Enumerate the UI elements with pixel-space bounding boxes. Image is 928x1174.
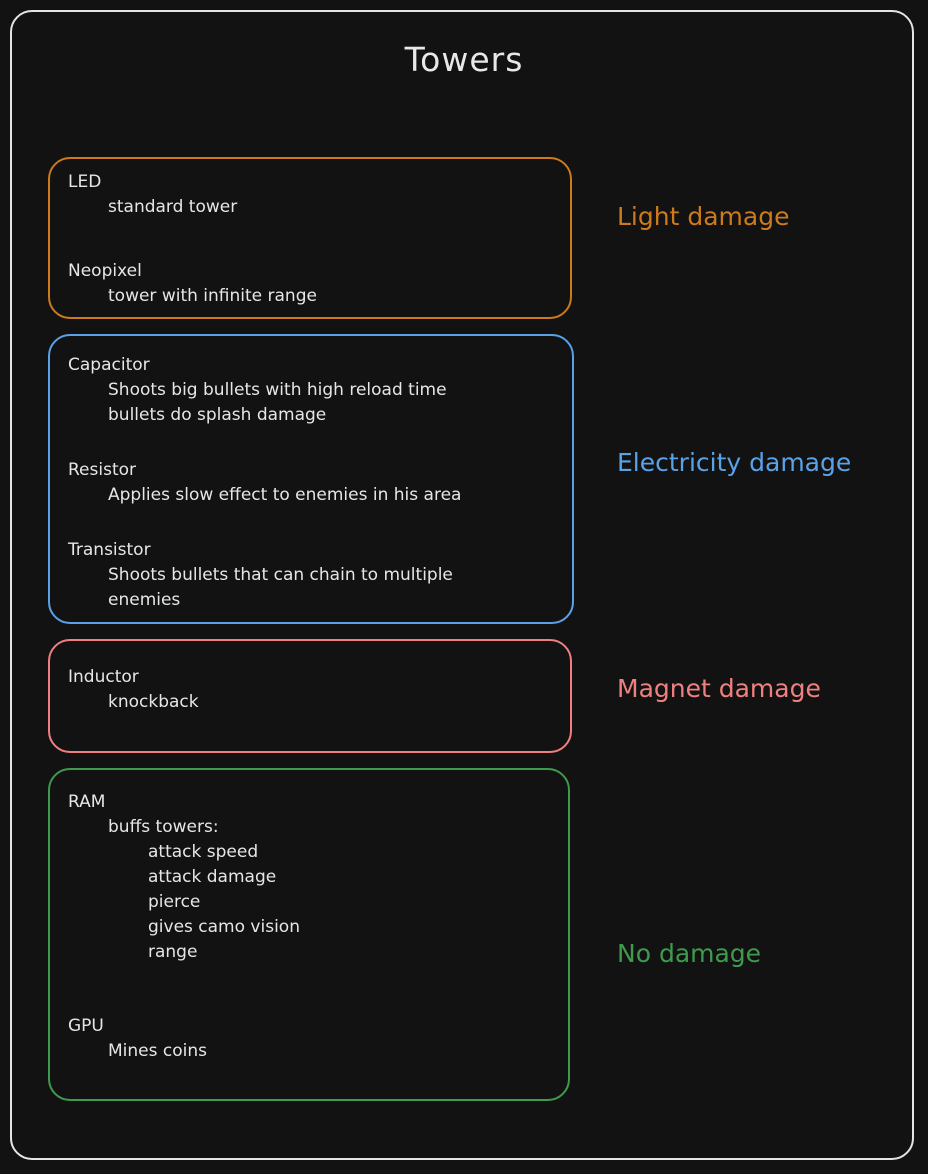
tower-name: Capacitor: [68, 355, 150, 375]
group-light-damage: LED standard tower Neopixel tower with i…: [48, 157, 572, 319]
canvas-frame: [10, 10, 914, 1160]
tower-name: RAM: [68, 792, 106, 812]
tower-transistor: Transistor Shoots bullets that can chain…: [68, 538, 453, 613]
tower-inductor: Inductor knockback: [68, 665, 199, 715]
tower-description: Applies slow effect to enemies in his ar…: [108, 485, 462, 505]
label-magnet-damage: Magnet damage: [617, 674, 821, 703]
tower-gpu: GPU Mines coins: [68, 1014, 207, 1064]
tower-description: Shoots big bullets with high reload time: [108, 380, 447, 400]
tower-name: GPU: [68, 1016, 104, 1036]
tower-description: standard tower: [108, 197, 238, 217]
tower-description: enemies: [108, 590, 181, 610]
group-magnet-damage: Inductor knockback: [48, 639, 572, 753]
buff-item: range: [148, 942, 198, 962]
tower-description: Mines coins: [108, 1041, 207, 1061]
tower-description: bullets do splash damage: [108, 405, 327, 425]
buff-item: attack damage: [148, 867, 277, 887]
tower-description: Shoots bullets that can chain to multipl…: [108, 565, 453, 585]
group-no-damage: RAM buffs towers: attack speed attack da…: [48, 768, 570, 1101]
tower-led: LED standard tower: [68, 170, 237, 220]
buff-item: attack speed: [148, 842, 259, 862]
tower-name: Inductor: [68, 667, 139, 687]
tower-name: Transistor: [68, 540, 151, 560]
tower-name: Neopixel: [68, 261, 142, 281]
label-no-damage: No damage: [617, 939, 762, 968]
tower-name: Resistor: [68, 460, 136, 480]
label-electricity-damage: Electricity damage: [617, 448, 852, 477]
buff-item: pierce: [148, 892, 201, 912]
tower-resistor: Resistor Applies slow effect to enemies …: [68, 458, 461, 508]
tower-description: knockback: [108, 692, 199, 712]
tower-ram: RAM buffs towers: attack speed attack da…: [68, 790, 300, 965]
buff-item: gives camo vision: [148, 917, 300, 937]
tower-description: buffs towers:: [108, 817, 219, 837]
tower-neopixel: Neopixel tower with infinite range: [68, 259, 317, 309]
group-electricity-damage: Capacitor Shoots big bullets with high r…: [48, 334, 574, 624]
tower-capacitor: Capacitor Shoots big bullets with high r…: [68, 353, 447, 428]
tower-description: tower with infinite range: [108, 286, 317, 306]
diagram-title: Towers: [404, 40, 524, 79]
label-light-damage: Light damage: [617, 202, 790, 231]
tower-name: LED: [68, 172, 102, 192]
